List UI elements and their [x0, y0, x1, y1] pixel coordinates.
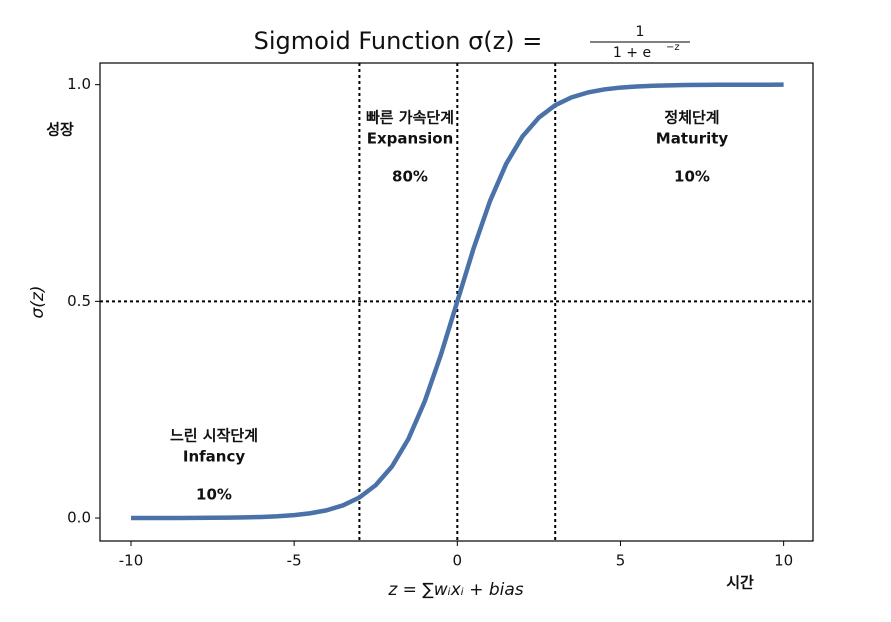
phase-annotation: 빠른 가속단계	[366, 109, 454, 127]
phase-annotation: 느린 시작단계	[170, 427, 258, 445]
y-tick-label: 0.0	[67, 509, 91, 527]
y-side-label: 성장	[46, 121, 74, 139]
x-side-label: 시간	[726, 574, 754, 592]
title-numerator: 1	[636, 24, 645, 40]
phase-annotation: Maturity	[656, 130, 729, 148]
x-tick-label: 5	[616, 552, 626, 570]
chart-title: Sigmoid Function σ(z) =	[254, 27, 543, 55]
phase-annotation: Expansion	[367, 130, 454, 148]
phase-annotation: 80%	[392, 168, 428, 186]
phase-annotation: 10%	[196, 486, 232, 504]
title-exponent: −z	[666, 42, 680, 53]
x-tick-label: -10	[119, 552, 144, 570]
y-axis-label: σ(z)	[28, 286, 48, 319]
y-tick-label: 0.5	[67, 292, 91, 310]
phase-annotation: 10%	[674, 168, 710, 186]
x-tick-label: -5	[287, 552, 302, 570]
phase-annotation: Infancy	[183, 448, 245, 466]
phase-annotation: 정체단계	[664, 109, 719, 127]
x-tick-label: 10	[774, 552, 793, 570]
sigmoid-line	[130, 82, 784, 521]
x-tick-label: 0	[453, 552, 463, 570]
x-axis-label: z = ∑wᵢxᵢ + bias	[387, 580, 523, 600]
title-denominator: 1 + e	[613, 45, 651, 61]
y-tick-label: 1.0	[67, 75, 91, 93]
